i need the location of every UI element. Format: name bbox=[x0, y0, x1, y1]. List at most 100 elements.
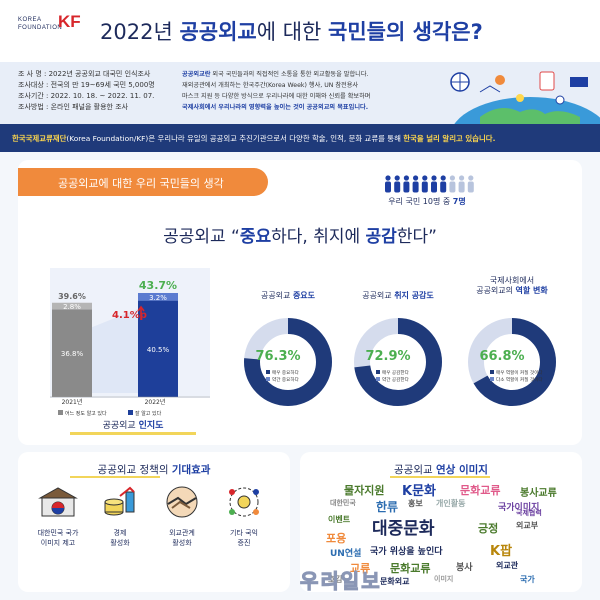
legend-swatch-somewhat bbox=[58, 410, 63, 415]
donut-legend-label: 매우 공감한다 bbox=[382, 369, 410, 376]
bar-label-well-0: 2.8% bbox=[63, 303, 81, 311]
bar-total-1: 43.7% bbox=[139, 279, 177, 292]
bar-legend: 어느 정도 알고 있다 잘 알고 있다 bbox=[58, 410, 162, 417]
bar-well-1 bbox=[138, 292, 178, 301]
word-item: 국가 위상을 높인다 bbox=[370, 547, 443, 557]
logo-text-korea: KOREA bbox=[18, 17, 42, 23]
effect-national-image: 대한민국 국가 이미지 제고 bbox=[28, 484, 88, 548]
word-item: 이벤트 bbox=[328, 515, 351, 524]
bar-total-0: 39.6% bbox=[58, 292, 86, 301]
bar-label-somewhat-0: 36.8% bbox=[61, 350, 84, 358]
foundation-banner: 한국국제교류재단(Korea Foundation/KF)은 우리나라 유일의 … bbox=[0, 124, 600, 152]
word-item: 긍정 bbox=[478, 522, 499, 535]
awareness-label: 공공외교 인지도 bbox=[102, 421, 164, 431]
up-arrow-icon bbox=[137, 305, 145, 320]
word-item: UN연설 bbox=[330, 549, 362, 559]
page-title: 2022년 공공외교에 대한 국민들의 생각은? bbox=[100, 20, 483, 44]
public-diplomacy-description: 공공외교란 외국 국민들과의 직접적인 소통을 통한 외교활동을 말합니다. 재… bbox=[182, 71, 371, 111]
word-item: 국가 bbox=[520, 575, 535, 584]
person-icon bbox=[449, 175, 456, 193]
effect-diplomacy: 외교관계 활성화 bbox=[152, 484, 212, 548]
donut-legend-label: 약간 중요하다 bbox=[272, 376, 300, 383]
coins-icon bbox=[104, 486, 135, 516]
person-icon bbox=[412, 175, 419, 193]
person-icon bbox=[458, 175, 465, 193]
person-icon bbox=[440, 175, 447, 193]
word-item: 한류 bbox=[376, 500, 399, 514]
legend-swatch-well bbox=[128, 410, 133, 415]
word-item: 봉사 bbox=[456, 563, 473, 573]
growth-annotation: 4.1%p bbox=[112, 310, 147, 321]
people-ratio-note: 우리 국민 10명 중 7명 bbox=[388, 197, 466, 206]
donut-value-label: 72.9% bbox=[365, 349, 410, 364]
landmark-icon bbox=[38, 487, 78, 517]
survey-name: 조 사 명 : 2022년 공공외교 대국민 인식조사 bbox=[18, 70, 151, 78]
effects-underline bbox=[70, 476, 160, 478]
word-item: 문화외교 bbox=[380, 577, 410, 586]
donut-legend-swatch bbox=[266, 377, 270, 381]
logo-text-foundation: FOUNDATION bbox=[18, 25, 63, 31]
donut-value-label: 76.3% bbox=[255, 349, 300, 364]
survey-method: 조사방법 : 온라인 패널을 활용한 조사 bbox=[18, 103, 129, 111]
globe-illustration bbox=[450, 71, 600, 124]
x-label-2022: 2022년 bbox=[145, 398, 166, 406]
word-item: K문화 bbox=[402, 484, 436, 499]
person-icon bbox=[467, 175, 474, 193]
donut-legend-swatch bbox=[376, 370, 380, 374]
importance-donut: 공공외교 중요도 bbox=[260, 291, 316, 300]
awareness-bar-chart: 36.8% 2.8% 39.6% 40.5% 3.2% 43.7% 4.1%p 2021년… bbox=[50, 268, 210, 406]
effects-title: 공공외교 정책의 기대효과 bbox=[97, 464, 211, 476]
role-donut: 국제사회에서 공공외교의 역할 변화 bbox=[476, 276, 548, 295]
bar-label-somewhat-1: 40.5% bbox=[147, 346, 170, 354]
word-item: 호감 bbox=[328, 575, 343, 584]
word-item: 대중문화 bbox=[372, 519, 435, 539]
headline: 공공외교 “중요하다, 취지에 공감한다” bbox=[163, 227, 437, 247]
effect-economy: 경제 활성화 bbox=[90, 484, 150, 548]
section-tag: 공공외교에 대한 우리 국민들의 생각 bbox=[18, 168, 268, 196]
person-icon bbox=[385, 175, 391, 193]
bar-label-well-1: 3.2% bbox=[149, 294, 167, 302]
survey-period: 조사기간 : 2022. 10. 18. ~ 2022. 11. 07. bbox=[18, 92, 155, 100]
person-icon bbox=[421, 175, 428, 193]
donut-legend-swatch bbox=[490, 370, 494, 374]
bar-well-0 bbox=[52, 302, 92, 310]
word-item: 대한민국 bbox=[330, 499, 356, 507]
donut-value-arc bbox=[468, 318, 556, 406]
survey-details: 조 사 명 : 2022년 공공외교 대국민 인식조사 조사대상 : 전국의 만… bbox=[18, 69, 178, 113]
word-item: 포용 bbox=[326, 532, 347, 545]
donut-legend-swatch bbox=[490, 377, 494, 381]
handshake-icon bbox=[166, 486, 198, 518]
people-icons bbox=[385, 175, 474, 193]
donut-legend-label: 매우 중요하다 bbox=[272, 369, 300, 376]
donut-legend-swatch bbox=[266, 370, 270, 374]
word-item: 외교관 bbox=[496, 561, 519, 570]
word-item: 외교부 bbox=[516, 521, 539, 530]
header bbox=[0, 0, 600, 62]
person-icon bbox=[394, 175, 401, 193]
word-item: 교류 bbox=[350, 562, 371, 575]
bar-somewhat-0 bbox=[52, 309, 92, 397]
person-icon bbox=[431, 175, 437, 193]
association-title: 공공외교 연상 이미지 bbox=[394, 464, 488, 476]
donut-value-label: 66.8% bbox=[479, 349, 524, 364]
word-item: 국제협력 bbox=[516, 509, 542, 517]
effect-national-interest: 기타 국익 증진 bbox=[214, 484, 274, 548]
word-item: 봉사교류 bbox=[520, 488, 557, 499]
bar-somewhat-1 bbox=[138, 300, 178, 397]
expected-effects-panel bbox=[18, 452, 290, 592]
donut-value-arc bbox=[244, 318, 332, 406]
donut-value-arc bbox=[354, 318, 442, 406]
empathy-donut: 공공외교 취지 공감도 bbox=[362, 291, 434, 300]
korea-foundation-logo: KOREA FOUNDATION KF bbox=[18, 12, 88, 46]
donut-legend-label: 약간 공감한다 bbox=[382, 376, 410, 383]
strategy-icon bbox=[229, 487, 259, 517]
donut-legend-swatch bbox=[376, 377, 380, 381]
word-item: 물자지원 bbox=[344, 484, 385, 497]
word-item: 국가이미지 bbox=[498, 503, 540, 513]
logo-mark-kf: KF bbox=[58, 12, 81, 31]
word-item: 홍보 bbox=[408, 499, 423, 508]
